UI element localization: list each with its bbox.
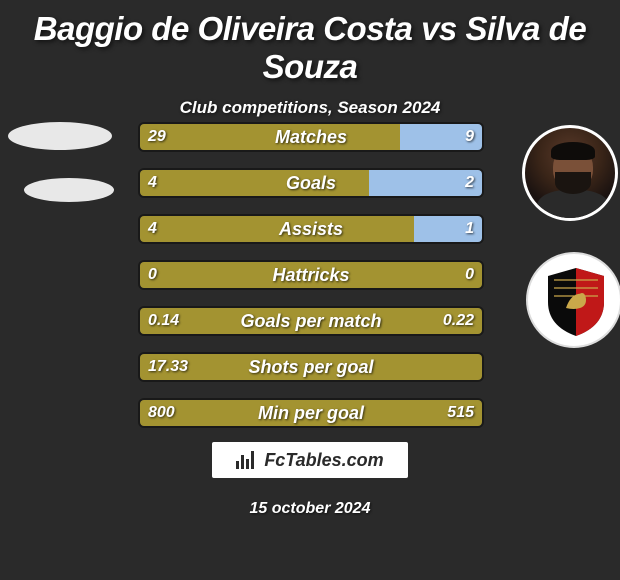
page-title: Baggio de Oliveira Costa vs Silva de Sou…	[0, 0, 620, 86]
player1-placeholder-ellipse-1	[8, 122, 112, 150]
stat-value-left: 0.14	[148, 308, 179, 334]
stat-row: 299Matches	[138, 122, 484, 152]
stat-bar-left	[140, 124, 400, 150]
stat-value-right: 0.22	[443, 308, 474, 334]
stat-bar-left	[140, 170, 369, 196]
shield-icon	[544, 266, 608, 338]
stat-row: 800515Min per goal	[138, 398, 484, 428]
stat-value-right: 1	[465, 216, 474, 242]
stat-value-left: 0	[148, 262, 157, 288]
stat-value-left: 800	[148, 400, 175, 426]
stat-row: 00Hattricks	[138, 260, 484, 290]
stat-row: 42Goals	[138, 168, 484, 198]
stat-value-right: 0	[465, 262, 474, 288]
player1-placeholder-ellipse-2	[24, 178, 114, 202]
stat-value-left: 4	[148, 216, 157, 242]
stat-bar-left	[140, 400, 482, 426]
stat-value-left: 4	[148, 170, 157, 196]
comparison-bars: 299Matches42Goals41Assists00Hattricks0.1…	[138, 122, 484, 444]
stat-row: 17.33Shots per goal	[138, 352, 484, 382]
stat-value-right: 9	[465, 124, 474, 150]
club-badge	[526, 252, 620, 348]
stat-row: 41Assists	[138, 214, 484, 244]
footer-brand-text: FcTables.com	[264, 450, 383, 471]
stat-value-left: 29	[148, 124, 166, 150]
stat-value-right: 515	[447, 400, 474, 426]
footer-brand-box: FcTables.com	[210, 440, 410, 480]
player2-avatar	[522, 125, 618, 221]
page-subtitle: Club competitions, Season 2024	[0, 98, 620, 118]
stat-bar-left	[140, 216, 414, 242]
footer-date: 15 october 2024	[0, 500, 620, 518]
stat-row: 0.140.22Goals per match	[138, 306, 484, 336]
stat-value-left: 17.33	[148, 354, 188, 380]
stat-bar-left	[140, 262, 482, 288]
bar-chart-icon	[236, 451, 258, 469]
stat-bar-left	[140, 354, 482, 380]
stat-value-right: 2	[465, 170, 474, 196]
stat-bar-left	[140, 308, 482, 334]
